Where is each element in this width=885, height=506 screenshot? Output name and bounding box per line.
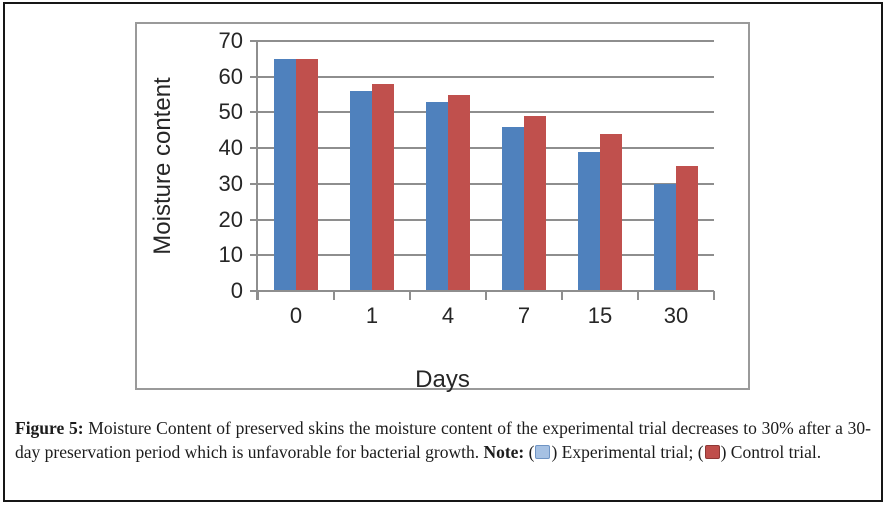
bar-control-trial-day-4 [448, 94, 470, 291]
y-tick-label: 30 [218, 170, 243, 196]
y-tick-label: 10 [218, 242, 243, 268]
x-axis-tick [257, 291, 259, 300]
y-axis-tick [250, 75, 258, 78]
bar-control-trial-day-7 [524, 116, 546, 291]
y-tick-label: 0 [230, 278, 243, 303]
bar-experimental-trial-day-30 [654, 183, 676, 291]
x-tick-label: 0 [289, 303, 303, 328]
figure-caption-body: Moisture Content of preserved skins the … [15, 418, 871, 462]
x-axis-tick [713, 291, 715, 300]
y-axis-tick [250, 254, 258, 257]
y-axis-tick [250, 147, 258, 150]
gridline [258, 147, 714, 150]
bar-experimental-trial-day-0 [274, 58, 296, 291]
x-axis-tick [485, 291, 487, 300]
x-tick-label: 7 [517, 303, 531, 328]
bar-experimental-trial-day-15 [578, 151, 600, 291]
bar-experimental-trial-day-7 [502, 126, 524, 291]
bar-control-trial-day-1 [372, 83, 394, 291]
bar-experimental-trial-day-1 [350, 91, 372, 291]
gridline [258, 40, 714, 42]
chart-frame: 0 10 20 30 40 50 60 70 0 1 4 7 15 30 Moisture content… [135, 22, 750, 393]
figure-caption-prefix: Figure 5: [15, 418, 84, 438]
y-axis-tick [250, 40, 258, 42]
x-axis-line [250, 290, 714, 292]
y-tick-label: 70 [218, 28, 243, 53]
y-axis-line [256, 41, 258, 300]
y-axis-tick [250, 182, 258, 185]
control-trial-swatch-icon [704, 445, 720, 459]
x-axis-title: Days [415, 366, 470, 393]
x-tick-label: 4 [441, 303, 455, 328]
y-tick-label: 50 [218, 99, 243, 125]
y-tick-label: 20 [218, 206, 243, 232]
x-axis-tick [333, 291, 335, 300]
gridline [258, 218, 714, 221]
note-sequence: () Experimental trial; () Control trial. [524, 442, 822, 462]
figure-caption: Figure 5: Moisture Content of preserved … [15, 416, 871, 464]
experimental-trial-swatch-icon [535, 445, 551, 459]
y-axis-tick [250, 111, 258, 114]
bar-control-trial-day-15 [600, 133, 622, 291]
y-axis-tick [250, 218, 258, 221]
x-axis-tick [637, 291, 639, 300]
x-tick-label: 15 [587, 303, 613, 328]
gridline [258, 75, 714, 78]
x-tick-label: 30 [663, 303, 689, 328]
bar-experimental-trial-day-4 [426, 101, 448, 291]
x-tick-label: 1 [365, 303, 379, 328]
y-tick-label: 40 [218, 135, 243, 161]
gridline [258, 111, 714, 114]
gridline [258, 182, 714, 185]
y-tick-label: 60 [218, 63, 243, 89]
bar-control-trial-day-30 [676, 166, 698, 291]
y-axis-title: Moisture content [149, 77, 176, 255]
x-axis-tick [561, 291, 563, 300]
note-label: Note: [483, 442, 525, 462]
gridline [258, 254, 714, 257]
x-axis-tick [409, 291, 411, 300]
bar-control-trial-day-0 [296, 58, 318, 291]
